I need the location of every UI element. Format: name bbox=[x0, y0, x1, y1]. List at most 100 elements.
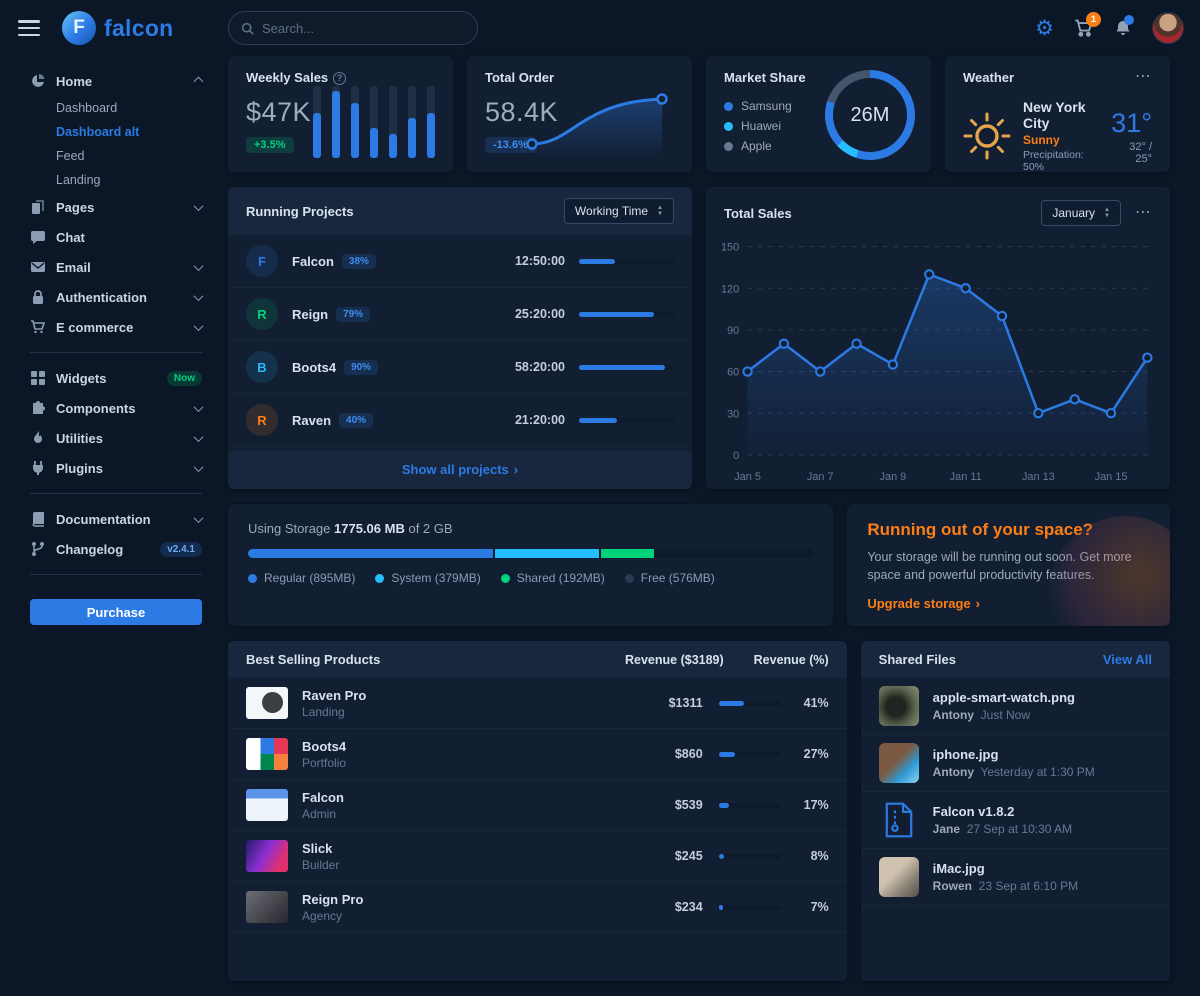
project-time: 12:50:00 bbox=[515, 254, 565, 268]
purchase-button[interactable]: Purchase bbox=[30, 599, 202, 625]
card-title: Best Selling Products bbox=[246, 652, 574, 667]
sidebar-item-email[interactable]: Email bbox=[30, 252, 202, 282]
view-all-link[interactable]: View All bbox=[1103, 652, 1152, 667]
total-order-sparkline bbox=[518, 86, 678, 160]
product-revenue: $860 bbox=[623, 747, 703, 761]
shared-file-row[interactable]: apple-smart-watch.png Antony Just Now bbox=[861, 678, 1170, 735]
file-thumbnail bbox=[879, 743, 919, 783]
project-progress-bar bbox=[579, 259, 674, 264]
total-order-card: Total Order 58.4K -13.6% bbox=[467, 56, 692, 172]
bar bbox=[351, 86, 359, 158]
project-time: 21:20:00 bbox=[515, 413, 565, 427]
upgrade-storage-link[interactable]: Upgrade storage bbox=[867, 596, 980, 611]
shared-file-row[interactable]: iphone.jpg Antony Yesterday at 1:30 PM bbox=[861, 735, 1170, 792]
bar bbox=[389, 86, 397, 158]
product-thumbnail bbox=[246, 789, 288, 821]
chat-icon bbox=[30, 229, 46, 245]
user-avatar[interactable] bbox=[1152, 12, 1184, 44]
shopping-cart-icon[interactable]: 1 bbox=[1074, 18, 1094, 38]
sidebar-item-dashboard[interactable]: Dashboard bbox=[30, 96, 202, 120]
svg-text:Jan 7: Jan 7 bbox=[807, 471, 834, 483]
search-input[interactable] bbox=[262, 21, 465, 36]
notifications-bell-icon[interactable] bbox=[1114, 19, 1132, 37]
product-thumbnail bbox=[246, 840, 288, 872]
product-progress-bar bbox=[719, 803, 781, 808]
sidebar-item-dashboard-alt[interactable]: Dashboard alt bbox=[30, 120, 202, 144]
sidebar-item-utilities[interactable]: Utilities bbox=[30, 423, 202, 453]
product-row[interactable]: Boots4 Portfolio $860 27% bbox=[228, 729, 847, 780]
sidebar-item-pages[interactable]: Pages bbox=[30, 192, 202, 222]
shared-file-row[interactable]: Falcon v1.8.2 Jane 27 Sep at 10:30 AM bbox=[861, 792, 1170, 849]
product-row[interactable]: Raven Pro Landing $1311 41% bbox=[228, 678, 847, 729]
project-percent-badge: 90% bbox=[344, 360, 378, 375]
bar bbox=[332, 86, 340, 158]
sidebar-item-landing[interactable]: Landing bbox=[30, 168, 202, 192]
sidebar-item-home[interactable]: Home bbox=[30, 66, 202, 96]
falcon-logo-icon: F bbox=[62, 11, 96, 45]
more-options-icon[interactable]: ⋯ bbox=[1135, 210, 1152, 216]
plug-icon bbox=[30, 460, 46, 476]
product-percent: 41% bbox=[793, 696, 829, 710]
card-title: Total Sales bbox=[724, 206, 792, 221]
storage-legend-item: Regular (895MB) bbox=[248, 571, 355, 585]
svg-text:60: 60 bbox=[727, 367, 739, 379]
file-thumbnail bbox=[879, 857, 919, 897]
zip-file-icon bbox=[879, 800, 919, 840]
chevron-down-icon bbox=[194, 462, 204, 472]
sidebar-item-e-commerce[interactable]: E commerce bbox=[30, 312, 202, 342]
product-row[interactable]: Falcon Admin $539 17% bbox=[228, 780, 847, 831]
working-time-select[interactable]: Working Time ▲▼ bbox=[564, 198, 674, 224]
storage-progress-bar bbox=[248, 549, 813, 558]
project-progress-bar bbox=[579, 312, 674, 317]
sidebar-item-feed[interactable]: Feed bbox=[30, 144, 202, 168]
chevron-down-icon bbox=[194, 201, 204, 211]
product-percent: 8% bbox=[793, 849, 829, 863]
product-row[interactable]: Slick Builder $245 8% bbox=[228, 831, 847, 882]
sidebar-item-documentation[interactable]: Documentation bbox=[30, 504, 202, 534]
puzzle-icon bbox=[30, 400, 46, 416]
select-arrows-icon: ▲▼ bbox=[1104, 207, 1110, 219]
bar bbox=[427, 86, 435, 158]
shared-files-card: Shared Files View All apple-smart-watch.… bbox=[861, 641, 1170, 981]
storage-card: Using Storage 1775.06 MB of 2 GB Regular… bbox=[228, 504, 833, 626]
shared-file-row[interactable]: iMac.jpg Rowen 23 Sep at 6:10 PM bbox=[861, 849, 1170, 906]
weather-precipitation: Precipitation: 50% bbox=[1023, 149, 1099, 173]
more-options-icon[interactable]: ⋯ bbox=[1135, 74, 1152, 80]
project-percent-badge: 38% bbox=[342, 254, 376, 269]
brand-logo[interactable]: F falcon bbox=[62, 11, 174, 45]
svg-text:90: 90 bbox=[727, 325, 739, 337]
bar bbox=[370, 86, 378, 158]
project-row[interactable]: R Raven 40% 21:20:00 bbox=[228, 394, 692, 447]
storage-segment bbox=[495, 549, 599, 558]
search-box[interactable] bbox=[228, 11, 478, 45]
project-row[interactable]: F Falcon 38% 12:50:00 bbox=[228, 235, 692, 288]
sun-icon bbox=[963, 112, 1011, 160]
sidebar-item-plugins[interactable]: Plugins bbox=[30, 453, 202, 483]
product-percent: 17% bbox=[793, 798, 829, 812]
info-icon[interactable]: ? bbox=[333, 72, 346, 85]
bar bbox=[313, 86, 321, 158]
storage-legend-item: Shared (192MB) bbox=[501, 571, 605, 585]
hamburger-menu-icon[interactable] bbox=[18, 20, 40, 36]
product-revenue: $1311 bbox=[623, 696, 703, 710]
show-all-projects-link[interactable]: Show all projects bbox=[402, 462, 518, 477]
product-progress-bar bbox=[719, 905, 781, 910]
sidebar-item-components[interactable]: Components bbox=[30, 393, 202, 423]
settings-gear-icon[interactable]: ⚙ bbox=[1035, 18, 1054, 39]
product-percent: 7% bbox=[793, 900, 829, 914]
product-row[interactable]: Reign Pro Agency $234 7% bbox=[228, 882, 847, 933]
search-icon bbox=[241, 22, 254, 35]
notification-dot bbox=[1124, 15, 1134, 25]
project-row[interactable]: B Boots4 90% 58:20:00 bbox=[228, 341, 692, 394]
project-row[interactable]: R Reign 79% 25:20:00 bbox=[228, 288, 692, 341]
month-select[interactable]: January ▲▼ bbox=[1041, 200, 1121, 226]
sidebar-item-chat[interactable]: Chat bbox=[30, 222, 202, 252]
sidebar-item-authentication[interactable]: Authentication bbox=[30, 282, 202, 312]
weather-city: New York City bbox=[1023, 99, 1099, 131]
card-title: Total Order bbox=[485, 70, 674, 85]
card-title: Running Projects bbox=[246, 204, 354, 219]
sidebar-badge: Now bbox=[167, 371, 202, 386]
